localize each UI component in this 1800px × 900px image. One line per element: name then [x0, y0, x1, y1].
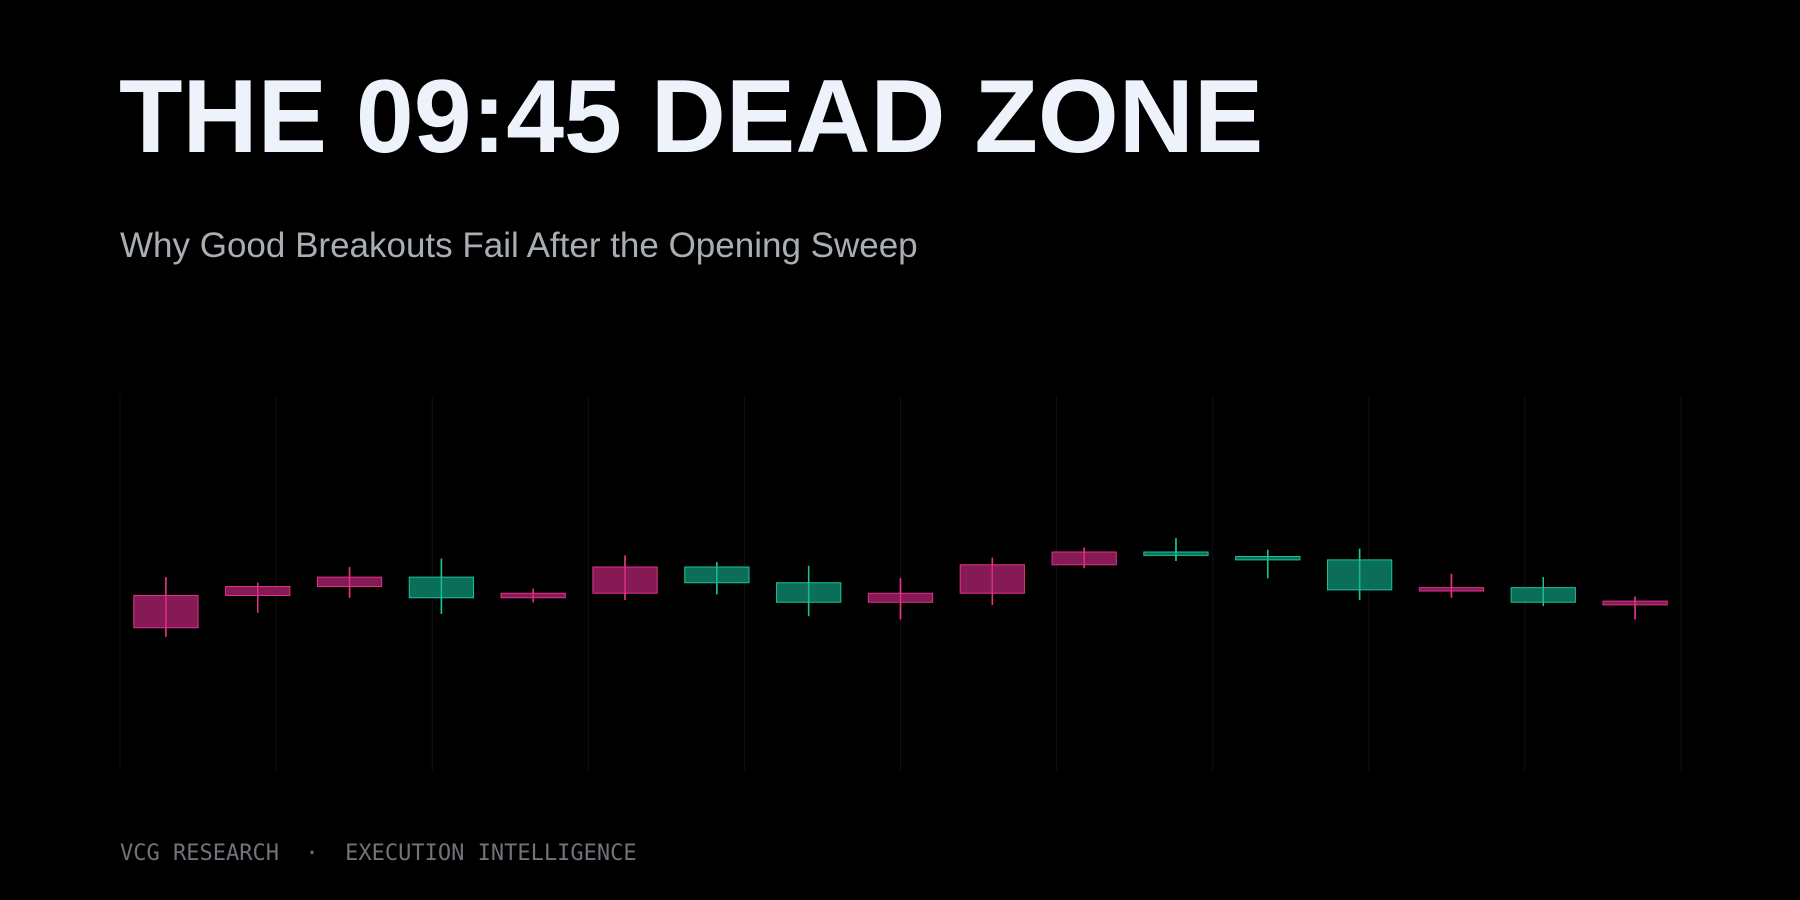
footer: VCG RESEARCH · EXECUTION INTELLIGENCE: [120, 841, 637, 866]
chart-title: THE 09:45 DEAD ZONE: [119, 59, 1263, 175]
chart-subtitle: Why Good Breakouts Fail After the Openin…: [120, 226, 918, 265]
